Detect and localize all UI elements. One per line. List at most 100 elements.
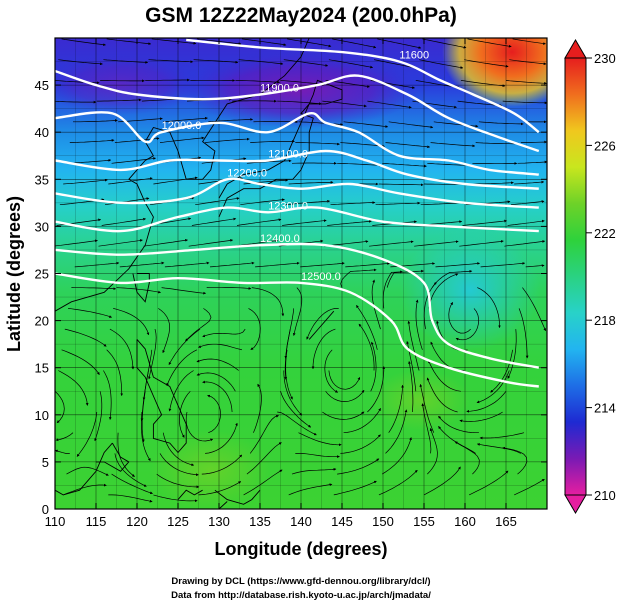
coastline bbox=[308, 310, 335, 340]
streamline bbox=[298, 432, 342, 447]
x-axis-ticks: 110 115 120 125 130 135 140 145 150 155 160 165 bbox=[45, 38, 517, 529]
streamline bbox=[168, 328, 201, 366]
streamline bbox=[94, 391, 103, 442]
streamline bbox=[509, 59, 547, 66]
y-tick-label: 25 bbox=[35, 267, 49, 282]
contour-label: 11600 bbox=[399, 50, 429, 62]
streamline bbox=[114, 453, 147, 487]
streamline bbox=[479, 432, 525, 440]
streamline bbox=[106, 38, 152, 46]
streamline bbox=[525, 264, 545, 268]
streamline bbox=[238, 59, 284, 66]
streamline bbox=[205, 137, 250, 143]
streamline bbox=[460, 80, 506, 88]
streamline bbox=[467, 38, 512, 48]
figure-title: GSM 12Z22May2024 (200.0hPa) bbox=[145, 4, 457, 27]
streamline bbox=[236, 218, 282, 226]
streamline bbox=[198, 343, 243, 351]
streamline bbox=[159, 453, 199, 477]
streamline bbox=[370, 341, 377, 392]
streamline bbox=[423, 466, 461, 496]
streamline bbox=[373, 59, 419, 70]
y-axis-label: Latitude (degrees) bbox=[4, 196, 24, 352]
coastline bbox=[55, 38, 310, 312]
streamline bbox=[388, 384, 404, 433]
streamline bbox=[337, 458, 380, 475]
streamline bbox=[514, 180, 545, 185]
streamline bbox=[103, 59, 149, 64]
contour-label: 12300.0 bbox=[268, 200, 308, 212]
streamline bbox=[382, 162, 427, 168]
streamline bbox=[427, 162, 472, 167]
colorbar-ticks: 210 214 218 222 226 230 bbox=[586, 51, 616, 503]
streamline bbox=[76, 411, 98, 457]
streamline bbox=[282, 219, 327, 226]
streamline bbox=[109, 328, 135, 370]
streamline bbox=[153, 494, 198, 503]
contour-line bbox=[55, 111, 539, 176]
streamline bbox=[63, 483, 107, 496]
streamline bbox=[201, 454, 243, 475]
cold-core-purple bbox=[180, 52, 420, 128]
streamline bbox=[333, 480, 377, 496]
streamline bbox=[185, 411, 214, 442]
streamline bbox=[507, 219, 545, 226]
contour-line bbox=[55, 272, 539, 388]
streamline bbox=[209, 261, 255, 268]
y-axis-ticks: 0 5 10 15 20 25 30 35 40 45 bbox=[35, 78, 547, 517]
streamline bbox=[283, 59, 329, 67]
streamline bbox=[243, 469, 283, 496]
streamline bbox=[285, 199, 331, 206]
colorbar-tick-label: 230 bbox=[594, 51, 616, 66]
contour-label: 12500.0 bbox=[301, 271, 341, 283]
streamline bbox=[61, 349, 100, 375]
contour-line bbox=[55, 177, 539, 209]
streamline bbox=[246, 442, 282, 475]
streamline bbox=[208, 118, 254, 123]
streamline bbox=[196, 372, 236, 392]
streamline bbox=[161, 287, 207, 295]
streamline bbox=[253, 383, 262, 433]
streamline bbox=[153, 176, 198, 185]
streamline bbox=[476, 370, 510, 404]
streamline bbox=[288, 180, 334, 185]
streamline bbox=[504, 240, 546, 247]
x-tick-label: 140 bbox=[290, 514, 312, 529]
streamline bbox=[367, 100, 412, 109]
height-contours bbox=[55, 38, 540, 388]
streamline bbox=[66, 466, 109, 476]
y-tick-label: 10 bbox=[35, 408, 49, 423]
streamline bbox=[108, 494, 153, 503]
x-tick-label: 160 bbox=[454, 514, 476, 529]
streamline bbox=[166, 349, 198, 387]
colorbar-body bbox=[564, 57, 587, 496]
streamline bbox=[340, 142, 385, 148]
colorbar-tick-label: 226 bbox=[594, 138, 616, 153]
streamline bbox=[188, 239, 234, 247]
streamline bbox=[324, 349, 338, 393]
credit-drawing: Drawing by DCL (https://www.gfd-dennou.o… bbox=[171, 576, 430, 587]
streamline bbox=[96, 98, 142, 102]
streamline bbox=[367, 366, 386, 413]
streamline bbox=[158, 308, 170, 354]
streamline bbox=[295, 142, 340, 146]
streamline bbox=[478, 121, 524, 126]
streamline bbox=[340, 434, 381, 454]
streamline bbox=[61, 38, 106, 47]
coastline bbox=[214, 489, 261, 505]
colorbar-top-triangle bbox=[564, 39, 587, 59]
y-tick-label: 40 bbox=[35, 125, 49, 140]
streamline bbox=[476, 443, 521, 454]
streamline bbox=[382, 437, 412, 475]
streamline bbox=[459, 411, 503, 423]
streamline bbox=[459, 240, 504, 247]
streamline bbox=[164, 261, 210, 268]
cyan-band-east bbox=[400, 230, 540, 350]
streamline bbox=[427, 428, 438, 475]
x-tick-label: 115 bbox=[86, 514, 107, 529]
streamline bbox=[419, 383, 435, 433]
contour-label: 12200.0 bbox=[227, 167, 267, 179]
streamline bbox=[241, 38, 287, 46]
x-axis-label: Longitude (degrees) bbox=[214, 539, 387, 559]
